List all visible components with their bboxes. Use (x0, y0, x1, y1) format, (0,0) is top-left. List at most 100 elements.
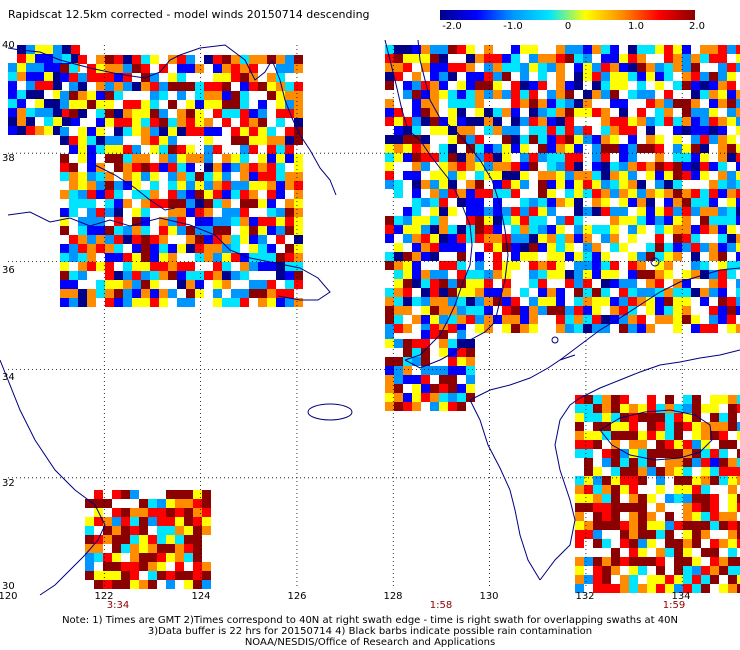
swath-cell (727, 72, 736, 81)
swath-cell (664, 189, 673, 198)
swath-cell (592, 324, 601, 333)
swath-cell (575, 512, 584, 521)
swath-cell (157, 553, 166, 562)
swath-cell (439, 234, 448, 243)
swath-cell (664, 90, 673, 99)
swath-cell (655, 261, 664, 270)
swath-cell (403, 234, 412, 243)
swath-cell (646, 45, 655, 54)
note-line: 3)Data buffer is 22 hrs for 20150714 4) … (147, 626, 593, 637)
swath-cell (430, 297, 439, 306)
swath-cell (584, 413, 593, 422)
swath-cell (204, 172, 213, 181)
swath-cell (193, 571, 202, 580)
swath-cell (53, 45, 62, 54)
swath-cell (709, 252, 718, 261)
swath-cell (637, 63, 646, 72)
swath-cell (294, 262, 303, 271)
swath-cell (394, 261, 403, 270)
swath-cell (611, 422, 620, 431)
swath-cell (466, 198, 475, 207)
swath-cell (448, 171, 457, 180)
swath-cell (213, 226, 222, 235)
swath-cell (709, 162, 718, 171)
swath-cell (231, 136, 240, 145)
swath-cell (150, 73, 159, 82)
swath-cell (139, 562, 148, 571)
swath-cell (35, 45, 44, 54)
swath-cell (448, 297, 457, 306)
lon-label: 122 (94, 591, 114, 602)
swath-cell (520, 252, 529, 261)
swath-cell (611, 557, 620, 566)
swath-cell (736, 324, 740, 333)
swath-cell (673, 288, 682, 297)
swath-cell (574, 81, 583, 90)
swath-cell (213, 244, 222, 253)
swath-cell (637, 54, 646, 63)
swath-cell (647, 458, 656, 467)
swath-cell (673, 135, 682, 144)
swath-cell (700, 54, 709, 63)
swath-cell (619, 216, 628, 225)
swath-cell (448, 243, 457, 252)
swath-cell (466, 162, 475, 171)
swath-cell (701, 494, 710, 503)
swath-cell (166, 553, 175, 562)
swath-cell (139, 580, 148, 589)
swath-cell (439, 54, 448, 63)
swath-cell (53, 90, 62, 99)
swath-cell (602, 395, 611, 404)
swath-cell (412, 99, 421, 108)
swath-cell (114, 118, 123, 127)
swath-cell (150, 109, 159, 118)
swath-cell (213, 109, 222, 118)
swath-cell (502, 126, 511, 135)
swath-cell (682, 144, 691, 153)
swath-cell (213, 262, 222, 271)
swath-cell (592, 162, 601, 171)
swath-cell (69, 82, 78, 91)
swath-cell (610, 243, 619, 252)
swath-cell (166, 526, 175, 535)
swath-cell (736, 279, 740, 288)
swath-cell (620, 521, 629, 530)
swath-cell (430, 306, 439, 315)
swath-cell (574, 153, 583, 162)
swath-cell (628, 117, 637, 126)
swath-cell (175, 490, 184, 499)
swath-cell (602, 539, 611, 548)
swath-cell (538, 54, 547, 63)
swath-cell (692, 395, 701, 404)
swath-cell (484, 297, 493, 306)
swath-cell (412, 54, 421, 63)
swath-cell (574, 279, 583, 288)
swath-cell (69, 280, 78, 289)
swath-cell (728, 575, 737, 584)
swath-cell (457, 384, 466, 393)
swath-cell (213, 280, 222, 289)
swath-cell (574, 225, 583, 234)
swath-cell (511, 99, 520, 108)
swath-cell (718, 72, 727, 81)
swath-cell (60, 289, 69, 298)
swath-cell (683, 440, 692, 449)
swath-cell (493, 261, 502, 270)
swath-cell (60, 64, 69, 73)
swath-cell (619, 324, 628, 333)
swath-cell (602, 494, 611, 503)
swath-cell (26, 90, 35, 99)
swath-cell (412, 225, 421, 234)
swath-cell (184, 535, 193, 544)
swath-cell (674, 404, 683, 413)
swath-cell (638, 548, 647, 557)
swath-cell (646, 99, 655, 108)
swath-cell (267, 172, 276, 181)
swath-cell (148, 562, 157, 571)
swath-cell (556, 54, 565, 63)
swath-cell (186, 262, 195, 271)
swath-cell (556, 315, 565, 324)
swath-cell (150, 280, 159, 289)
swath-cell (466, 297, 475, 306)
swath-cell (96, 226, 105, 235)
